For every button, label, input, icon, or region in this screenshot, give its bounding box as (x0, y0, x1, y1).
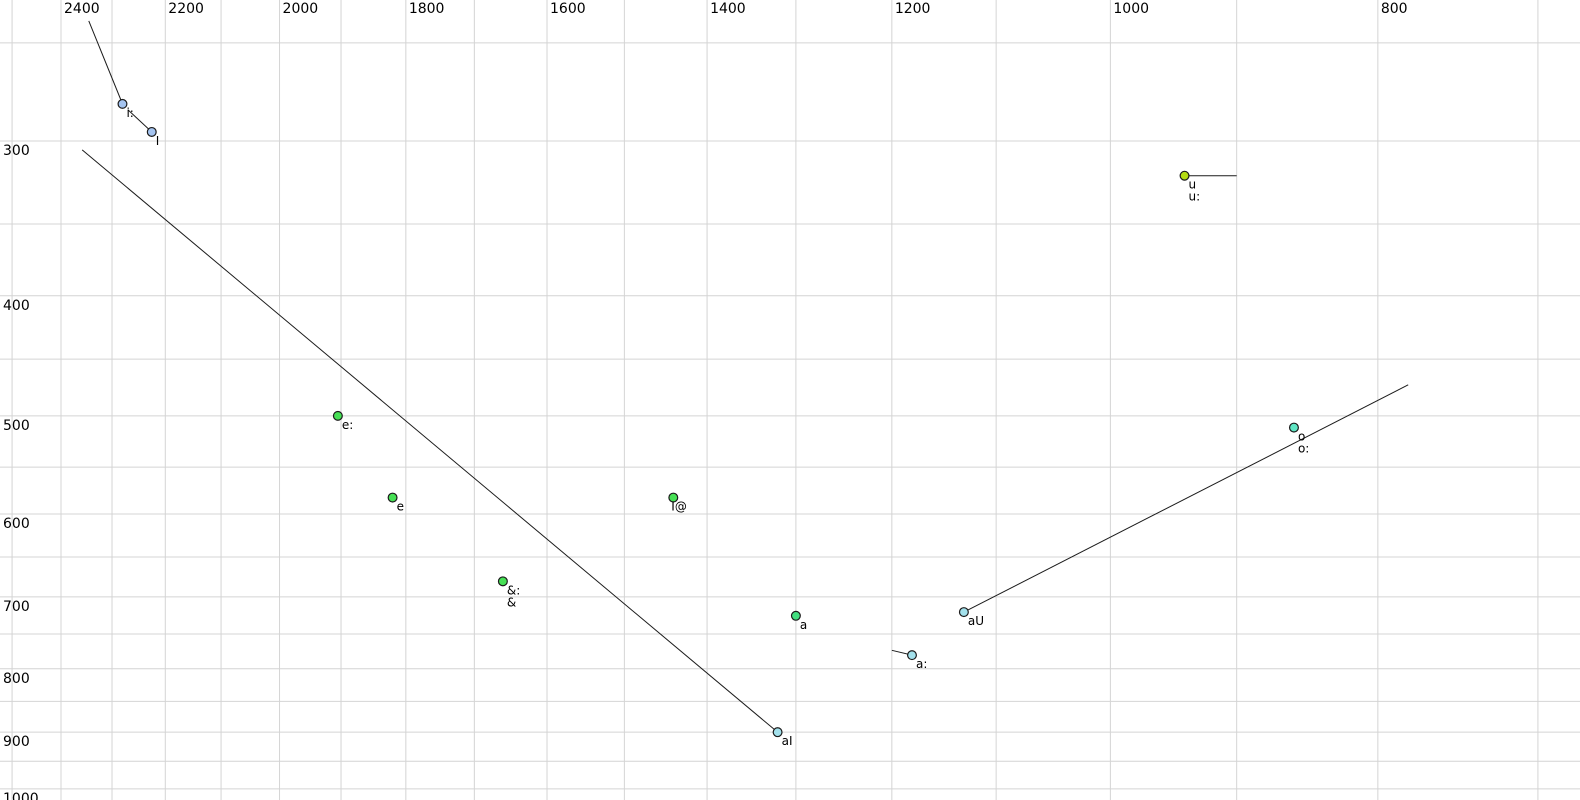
y-tick-label: 1000 (3, 791, 39, 800)
vowel-label: o: (1298, 442, 1309, 456)
vowel-point[interactable] (1288, 422, 1299, 433)
vowel-point[interactable] (387, 492, 398, 503)
vowel-point[interactable] (906, 650, 917, 661)
vowel-label: I@ (671, 500, 687, 514)
x-tick-label: 1600 (550, 1, 586, 17)
vowel-point[interactable] (146, 126, 157, 137)
vowel-point[interactable] (772, 727, 783, 738)
vowel-glide-line (127, 109, 153, 133)
vowel-glide-line (81, 149, 778, 733)
x-tick-label: 2000 (283, 1, 319, 17)
y-tick-label: 900 (3, 734, 30, 750)
y-tick-label: 400 (3, 298, 30, 314)
vowel-label: aI (782, 734, 793, 748)
vowel-point[interactable] (790, 610, 801, 621)
x-tick-label: 1400 (710, 1, 746, 17)
vowel-point[interactable] (117, 98, 128, 109)
y-tick-label: 800 (3, 671, 30, 687)
vowel-label: aU (968, 614, 984, 628)
vowel-label: &: (507, 583, 520, 597)
x-tick-label: 1200 (895, 1, 931, 17)
vowel-glide-line (963, 384, 1409, 613)
vowel-point[interactable] (668, 492, 679, 503)
vowel-label: a: (916, 657, 927, 671)
x-tick-label: 1000 (1113, 1, 1149, 17)
vowel-label: u (1189, 178, 1197, 192)
vowel-label: i: (126, 106, 133, 120)
y-tick-label: 500 (3, 418, 30, 434)
vowel-point[interactable] (1179, 170, 1190, 181)
x-tick-label: 1800 (409, 1, 445, 17)
y-tick-label: 600 (3, 516, 30, 532)
y-tick-label: 700 (3, 599, 30, 615)
x-tick-label: 2400 (64, 1, 100, 17)
vowel-label: e (397, 500, 404, 514)
vowel-point[interactable] (497, 576, 508, 587)
vowel-label: & (507, 595, 516, 609)
vowel-label: e: (342, 418, 353, 432)
y-tick-label: 300 (3, 143, 30, 159)
vowel-glide-line (88, 20, 123, 105)
vowel-label: a (800, 618, 807, 632)
x-tick-label: 800 (1381, 1, 1408, 17)
vowel-label: u: (1189, 190, 1201, 204)
vowel-point[interactable] (332, 410, 343, 421)
vowel-label: I (156, 134, 160, 148)
vowel-label: o (1298, 430, 1305, 444)
vowel-point[interactable] (958, 607, 969, 618)
x-tick-label: 2200 (168, 1, 204, 17)
